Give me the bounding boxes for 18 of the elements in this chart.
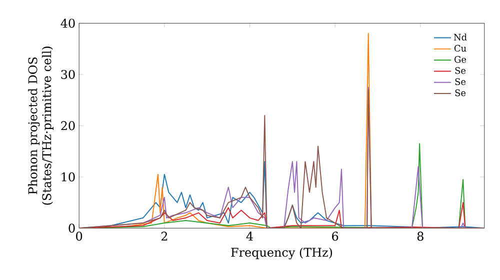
- y-tick-label: 10: [62, 172, 75, 182]
- y-tick-label: 20: [61, 121, 75, 130]
- y-tick-label: 40: [60, 18, 75, 28]
- y-tick-label: 30: [61, 70, 75, 79]
- x-axis-title: Frequency (THz): [231, 248, 332, 260]
- x-tick-label: 0: [76, 232, 82, 241]
- legend-label: Se: [455, 78, 466, 86]
- x-tick-label: 2: [161, 232, 168, 241]
- y-axis-title: Phonon projected DOS (States/THz·primitive cell): [28, 46, 54, 205]
- legend-label: Ge: [454, 56, 466, 63]
- x-tick-label: 8: [417, 232, 424, 241]
- legend-label: Cu: [454, 44, 466, 52]
- legend-label: Se: [455, 89, 466, 96]
- legend-label: Se: [455, 67, 466, 74]
- legend-label: Nd: [454, 34, 467, 40]
- x-tick-label: 6: [332, 232, 338, 241]
- x-tick-label: 4: [246, 232, 253, 241]
- y-tick-label: 0: [68, 224, 75, 233]
